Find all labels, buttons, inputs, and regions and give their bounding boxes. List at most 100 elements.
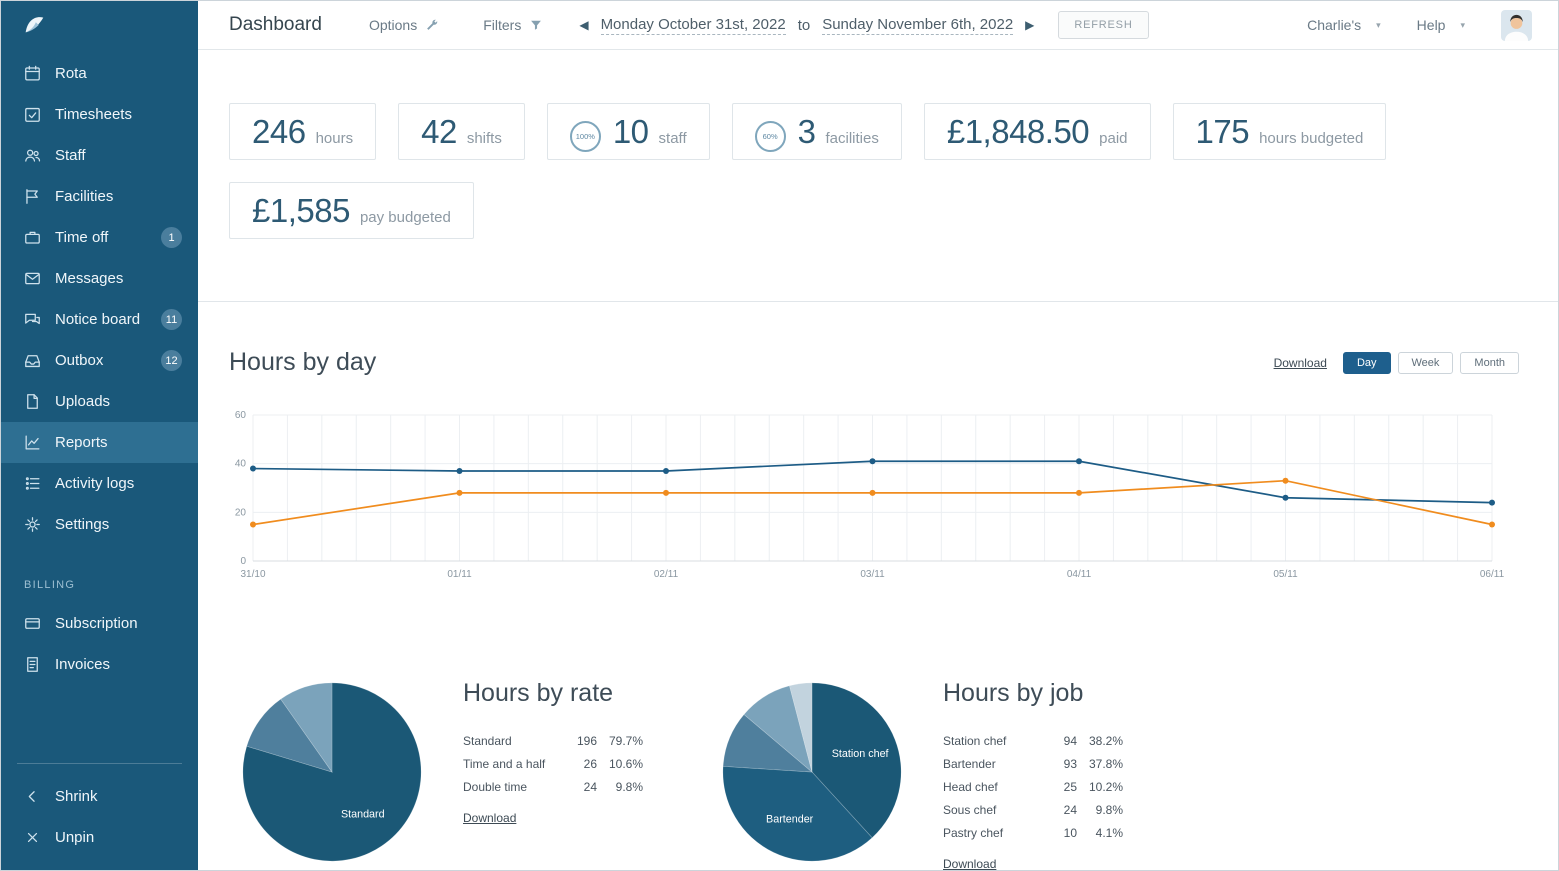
job-percent: 4.1% [1095,826,1123,840]
sidebar-item-label: Shrink [55,788,98,805]
range-button-day[interactable]: Day [1342,351,1391,374]
svg-text:02/11: 02/11 [654,569,679,580]
date-from-link[interactable]: Monday October 31st, 2022 [600,15,786,35]
chevron-right-icon[interactable]: ▶ [1025,18,1035,32]
stat-label: facilities [825,130,879,147]
outbox-badge: 12 [161,350,182,371]
sidebar-item-outbox[interactable]: Outbox 12 [1,340,198,381]
download-link[interactable]: Download [943,857,997,870]
download-link[interactable]: Download [463,811,517,825]
sidebar-item-unpin[interactable]: Unpin [1,817,198,858]
stat-label: hours [315,130,354,147]
filters-button[interactable]: Filters [483,17,543,33]
chart-controls: Download Day Week Month [1273,351,1519,374]
date-to-link[interactable]: Sunday November 6th, 2022 [822,15,1014,35]
rate-percent: 9.8% [615,780,643,794]
settings-icon [23,515,42,534]
stat-card-facilities: 60% 3 facilities [731,103,902,160]
notice-board-badge: 11 [161,309,182,330]
stat-label: paid [1099,130,1128,147]
stat-value: 3 [797,113,816,150]
options-label: Options [368,17,418,33]
sidebar-item-label: Notice board [55,311,141,328]
download-link[interactable]: Download [1273,355,1327,370]
job-name: Bartender [943,757,996,771]
sidebar-item-label: Unpin [55,829,95,846]
app-logo[interactable] [1,1,198,53]
wrench-icon [427,19,438,30]
sidebar-item-facilities[interactable]: Facilities [1,176,198,217]
time-off-badge: 1 [161,227,182,248]
rota-icon [23,64,42,83]
stat-value: 10 [612,113,649,150]
percent-ring-icon: 100% [569,120,601,152]
stat-value: £1,848.50 [946,113,1090,150]
job-percent: 9.8% [1095,803,1123,817]
svg-text:20: 20 [235,507,247,518]
hours-by-rate-title: Hours by rate [463,679,614,707]
stat-label: pay budgeted [359,209,451,226]
topbar: Dashboard Options Filters ◀ Monday Octob… [198,1,1558,50]
sidebar-divider [17,763,182,764]
stat-card-pay-budgeted: £1,585 pay budgeted [229,182,474,239]
help-menu[interactable]: Help ▾ [1417,17,1465,33]
svg-text:Standard: Standard [341,808,385,820]
sidebar-item-timesheets[interactable]: Timesheets [1,94,198,135]
chevron-down-icon: ▾ [1376,19,1381,30]
dashboard-content: 246 hours 42 shifts 100% 10 staff 60% 3 … [198,50,1558,870]
activity-logs-icon [23,474,42,493]
sidebar-item-label: Settings [55,516,110,533]
sidebar-item-staff[interactable]: Staff [1,135,198,176]
range-button-month[interactable]: Month [1460,351,1519,374]
facilities-icon [23,187,42,206]
account-label: Charlie's [1307,17,1362,33]
stat-value: 42 [421,113,457,150]
job-name: Head chef [943,780,998,794]
pie-charts-row: Standard Hours by rate Standard 196 79.7… [198,589,1558,870]
sidebar-item-label: Messages [55,270,124,287]
rate-name: Standard [463,734,512,748]
svg-text:Station chef: Station chef [832,748,889,760]
sidebar-item-uploads[interactable]: Uploads [1,381,198,422]
sidebar-item-shrink[interactable]: Shrink [1,776,198,817]
date-range-nav: ◀ Monday October 31st, 2022 to Sunday No… [579,16,1034,35]
stat-label: hours budgeted [1259,130,1364,147]
svg-text:01/11: 01/11 [447,569,472,580]
chevron-down-icon: ▾ [1460,19,1465,30]
sidebar-item-activity-logs[interactable]: Activity logs [1,463,198,504]
avatar[interactable] [1501,9,1532,41]
job-percent: 37.8% [1088,757,1123,771]
sidebar-item-label: Time off [55,229,109,246]
chevron-left-icon[interactable]: ◀ [579,18,589,32]
stat-card-staff: 100% 10 staff [546,103,710,160]
sidebar-item-rota[interactable]: Rota [1,53,198,94]
account-menu[interactable]: Charlie's ▾ [1307,17,1381,33]
timesheets-icon [23,105,42,124]
sidebar-item-label: Rota [55,65,87,82]
sidebar-item-settings[interactable]: Settings [1,504,198,545]
messages-icon [23,269,42,288]
sidebar-item-label: Facilities [55,188,114,205]
close-icon [23,828,42,847]
refresh-button[interactable]: REFRESH [1058,11,1149,39]
billing-section-label: BILLING [24,579,76,591]
sidebar-item-subscription[interactable]: Subscription [1,603,198,644]
sidebar-item-time-off[interactable]: Time off 1 [1,217,198,258]
hours-by-rate-table: Standard 196 79.7% Time and a half 26 10… [463,734,643,794]
percent-ring-icon: 60% [754,120,786,152]
sidebar-item-messages[interactable]: Messages [1,258,198,299]
table-row: Double time 24 9.8% [463,780,643,794]
stat-label: staff [658,130,687,147]
rate-hours: 196 [576,734,597,748]
sidebar-item-invoices[interactable]: Invoices [1,644,198,685]
options-button[interactable]: Options [369,17,439,33]
sidebar-item-notice-board[interactable]: Notice board 11 [1,299,198,340]
help-label: Help [1416,17,1446,33]
svg-text:31/10: 31/10 [240,569,265,580]
sidebar-nav: Rota Timesheets Staff Facilities Time of… [1,53,198,545]
range-button-week[interactable]: Week [1397,351,1454,374]
date-join-label: to [797,16,811,34]
sidebar-item-reports[interactable]: Reports [1,422,198,463]
logo-icon [21,12,47,43]
